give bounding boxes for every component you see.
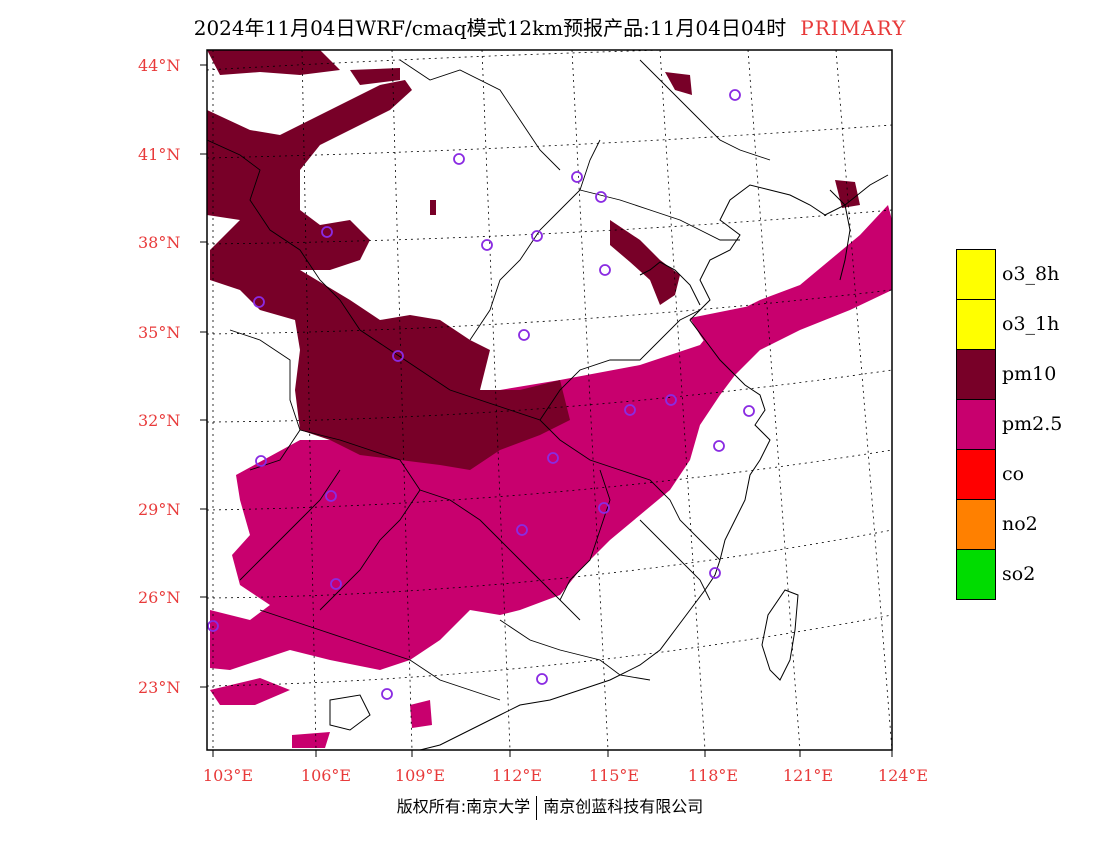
city-markers (207, 89, 755, 700)
legend-swatch-no2 (956, 499, 996, 550)
legend-swatch-o3-1h (956, 299, 996, 350)
coastline (419, 174, 889, 750)
legend-swatch-so2 (956, 549, 996, 600)
legend-swatch-pm10 (956, 349, 996, 400)
copyright-footer: 版权所有:南京大学 南京创蓝科技有限公司 (0, 793, 1100, 820)
lon-label-112e: 112°E (491, 766, 543, 785)
primary-tag: PRIMARY (800, 16, 907, 40)
lon-label-103e: 103°E (202, 766, 254, 785)
legend-label-co: co (1002, 463, 1025, 485)
lon-label-109e: 109°E (394, 766, 446, 785)
lon-label-124e: 124°E (877, 766, 929, 785)
lat-label-32n: 32°N (138, 411, 181, 430)
copyright-separator (536, 795, 538, 820)
lon-label-106e: 106°E (300, 766, 352, 785)
legend-swatch-co (956, 449, 996, 500)
lat-label-41n: 41°N (138, 145, 181, 164)
copyright-left: 版权所有:南京大学 (396, 797, 531, 816)
pm25-region (210, 205, 892, 748)
lat-label-29n: 29°N (138, 500, 181, 519)
legend-label-so2: so2 (1002, 563, 1036, 585)
hainan-outline (329, 694, 371, 731)
axis-ticks (200, 64, 893, 757)
title-text: 2024年11月04日WRF/cmaq模式12km预报产品:11月04日04时 (193, 16, 787, 40)
map-frame (206, 49, 893, 751)
legend-label-no2: no2 (1002, 513, 1038, 535)
lat-label-35n: 35°N (138, 323, 181, 342)
lon-label-115e: 115°E (588, 766, 640, 785)
lat-label-38n: 38°N (138, 233, 181, 252)
map-title: 2024年11月04日WRF/cmaq模式12km预报产品:11月04日04时 P… (0, 12, 1100, 41)
legend-label-o3-1h: o3_1h (1002, 313, 1060, 335)
province-boundaries (207, 59, 771, 701)
legend-swatch-pm25 (956, 399, 996, 450)
lon-label-121e: 121°E (782, 766, 834, 785)
legend-swatch-o3-8h (956, 249, 996, 300)
pm10-region (207, 50, 860, 470)
lon-label-118e: 118°E (687, 766, 739, 785)
graticule (207, 50, 892, 750)
lat-label-44n: 44°N (138, 56, 181, 75)
taiwan-outline (761, 589, 799, 681)
copyright-right: 南京创蓝科技有限公司 (543, 797, 704, 816)
legend-label-pm10: pm10 (1002, 363, 1057, 385)
lat-label-26n: 26°N (138, 588, 181, 607)
lat-label-23n: 23°N (138, 678, 181, 697)
legend-label-o3-8h: o3_8h (1002, 263, 1060, 285)
legend-label-pm25: pm2.5 (1002, 413, 1063, 435)
